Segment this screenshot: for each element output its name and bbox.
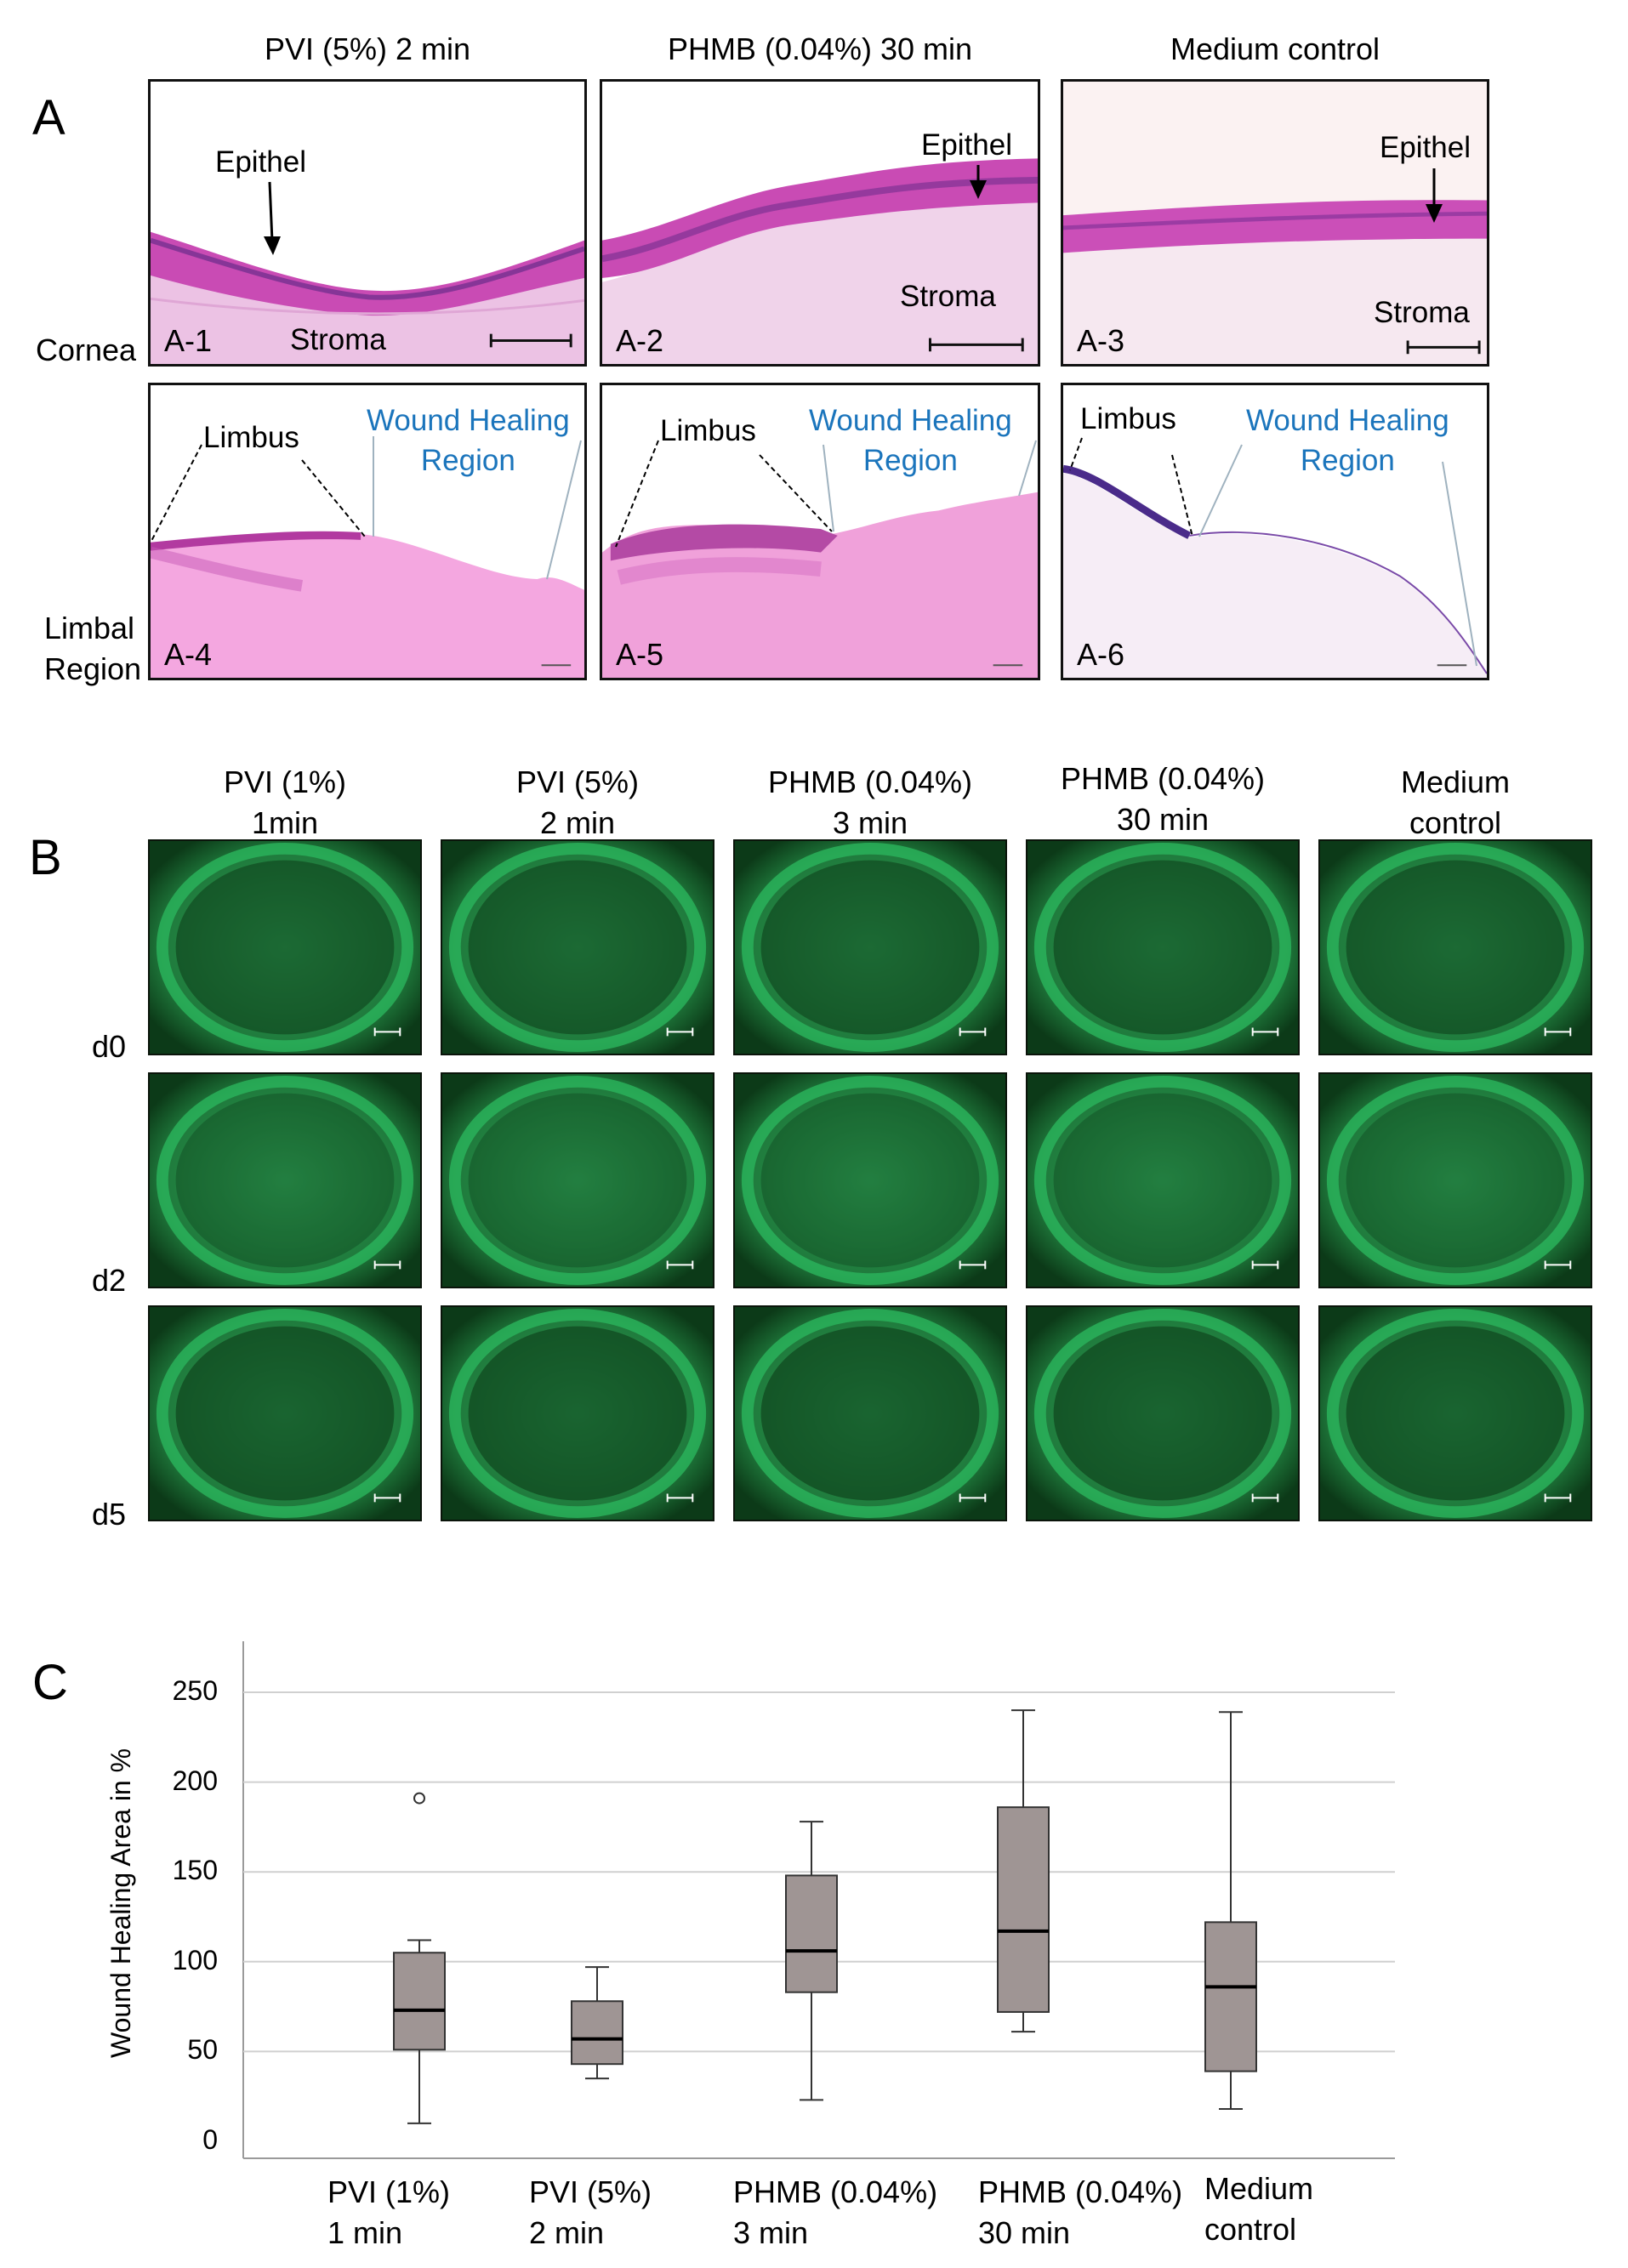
x-category-line: PHMB (0.04%): [733, 2174, 938, 2209]
panel-a-label: A: [32, 90, 65, 145]
y-tick-label: 150: [172, 1855, 218, 1886]
fluorescence-image: [148, 839, 422, 1055]
panel-b-column-title: PVI (5%) 2 min: [515, 765, 640, 840]
x-category-line: PHMB (0.04%): [978, 2174, 1183, 2209]
fluorescence-image: [441, 839, 714, 1055]
fluorescence-image: [1026, 1305, 1300, 1521]
row-label-d2: d2: [92, 1263, 127, 1298]
panel-c-label: C: [32, 1655, 68, 1710]
epithel-label: Epithel: [921, 128, 1013, 162]
histology-image-a4: Limbus Wound Healing Region A-4: [148, 383, 587, 680]
x-category-line: 30 min: [978, 2215, 1071, 2250]
histology-image-a3: Epithel Stroma A-3: [1061, 79, 1489, 367]
x-category-line: control: [1204, 2212, 1297, 2247]
wound-healing-region-label: Wound Healing Region: [809, 404, 1012, 477]
panel-b-column-title: PHMB (0.04%) 3 min: [767, 765, 973, 840]
panel-a-column-title: PHMB (0.04%) 30 min: [667, 31, 973, 66]
stroma-label: Stroma: [1374, 296, 1470, 329]
panel-a-column-title: PVI (5%) 2 min: [264, 31, 471, 66]
x-category-label: PHMB (0.04%) 30 min: [978, 2172, 1182, 2254]
box: [571, 2000, 623, 2066]
y-axis-label: Wound Healing Area in %: [105, 1748, 136, 2058]
x-category-label: PVI (1%) 1 min: [327, 2172, 450, 2254]
panel-tag: A-1: [164, 323, 213, 358]
panel-b-column-title: PHMB (0.04%) 30 min: [1060, 761, 1266, 837]
panel-tag: A-5: [616, 637, 664, 672]
stroma-label: Stroma: [290, 323, 386, 356]
fluorescence-image: [441, 1072, 714, 1288]
fluorescence-image: [1026, 839, 1300, 1055]
limbus-label: Limbus: [660, 414, 756, 447]
limbus-label: Limbus: [203, 421, 299, 454]
panel-b-label: B: [29, 830, 62, 885]
fluorescence-image: [733, 1072, 1007, 1288]
x-category-label: PHMB (0.04%) 3 min: [733, 2172, 937, 2254]
row-label-d0: d0: [92, 1029, 127, 1064]
panel-b-column-title: Medium control: [1400, 765, 1511, 840]
y-tick-label: 250: [172, 1675, 218, 1706]
epithel-label: Epithel: [1380, 131, 1471, 164]
histology-image-a1: Epithel Stroma A-1: [148, 79, 587, 367]
box: [393, 1952, 446, 2051]
limbus-label: Limbus: [1080, 402, 1176, 435]
x-category-line: 1 min: [327, 2215, 403, 2250]
x-category-line: Medium: [1204, 2171, 1314, 2206]
y-tick-label: 200: [172, 1765, 218, 1796]
histology-image-a6: Limbus Wound Healing Region A-6: [1061, 383, 1489, 680]
wound-healing-region-label: Wound Healing Region: [367, 404, 570, 477]
fluorescence-image: [1318, 839, 1592, 1055]
box: [785, 1874, 838, 1993]
fluorescence-image: [1026, 1072, 1300, 1288]
panel-tag: A-3: [1077, 323, 1125, 358]
panel-tag: A-2: [616, 323, 664, 358]
x-category-line: PVI (5%): [529, 2174, 652, 2209]
y-tick-label: 0: [202, 2124, 218, 2155]
histology-image-a2: Epithel Stroma A-2: [600, 79, 1040, 367]
fluorescence-image: [441, 1305, 714, 1521]
outlier-point: [413, 1792, 425, 1805]
row-label-limbal: Limbal: [44, 611, 135, 645]
fluorescence-image: [1318, 1072, 1592, 1288]
panel-b-column-title: PVI (1%) 1min: [223, 765, 347, 840]
row-label-d5: d5: [92, 1497, 127, 1532]
row-label-region: Region: [44, 651, 142, 686]
panel-tag: A-4: [164, 637, 213, 672]
fluorescence-image: [733, 839, 1007, 1055]
panel-a-column-title: Medium control: [1170, 31, 1380, 66]
box: [1204, 1921, 1257, 2072]
row-label-cornea: Cornea: [36, 333, 137, 367]
x-category-line: PVI (1%): [327, 2174, 451, 2209]
epithel-label: Epithel: [215, 145, 307, 179]
fluorescence-image: [148, 1305, 422, 1521]
x-category-line: 2 min: [529, 2215, 605, 2250]
fluorescence-image: [1318, 1305, 1592, 1521]
fluorescence-image: [733, 1305, 1007, 1521]
y-tick-label: 50: [187, 2034, 218, 2066]
stroma-label: Stroma: [900, 280, 996, 313]
x-category-line: 3 min: [733, 2215, 809, 2250]
wound-healing-region-label: Wound Healing Region: [1246, 404, 1449, 477]
fluorescence-image: [148, 1072, 422, 1288]
box: [997, 1806, 1050, 2013]
panel-tag: A-6: [1077, 637, 1125, 672]
x-category-label: Medium control: [1204, 2169, 1313, 2250]
y-tick-label: 100: [172, 1944, 218, 1975]
histology-image-a5: Limbus Wound Healing Region A-5: [600, 383, 1040, 680]
x-category-label: PVI (5%) 2 min: [529, 2172, 652, 2254]
